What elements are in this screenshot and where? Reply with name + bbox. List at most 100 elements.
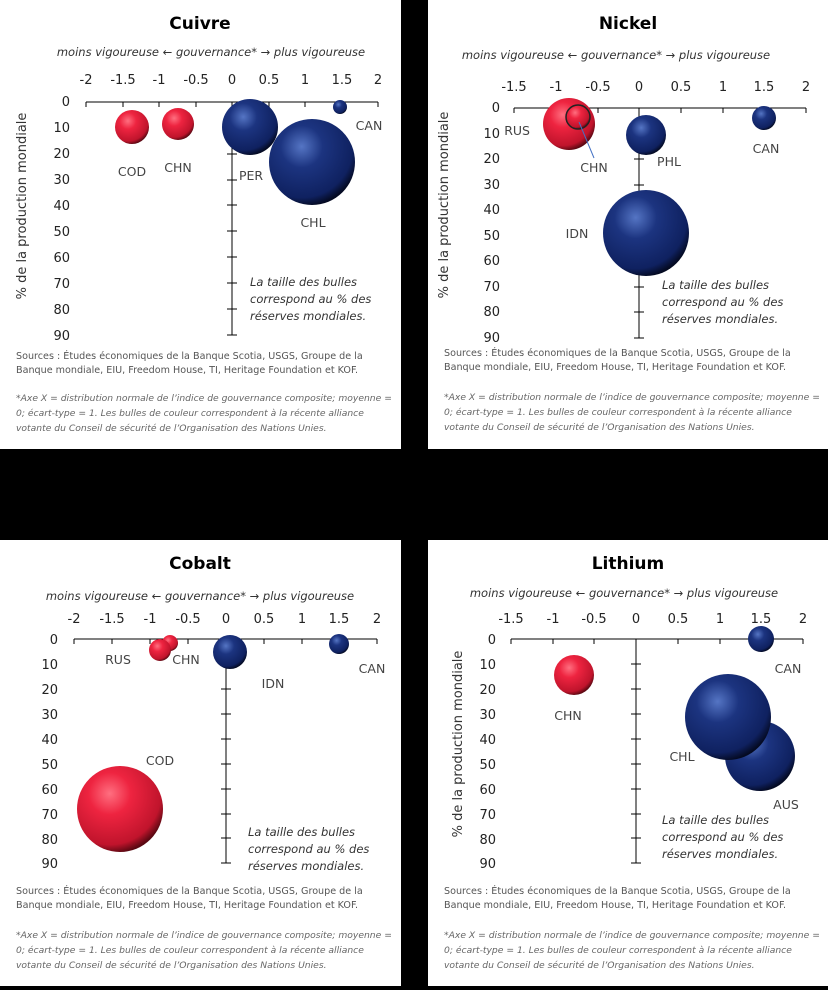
svg-text:1: 1 (719, 80, 727, 95)
bubble-phl (626, 115, 666, 155)
country-labels: CHN CAN AUS CHL (554, 661, 801, 812)
sources-text: Sources : Études économiques de la Banqu… (444, 348, 791, 373)
svg-text:50: 50 (53, 225, 70, 240)
chart-panel-lithium: Lithium moins vigoureuse ← gouvernance* … (428, 540, 828, 986)
svg-text:40: 40 (53, 199, 70, 214)
svg-text:1.5: 1.5 (754, 80, 775, 95)
chn-leader-line (578, 121, 595, 159)
bubbles (115, 99, 355, 205)
svg-text:CAN: CAN (775, 661, 802, 676)
bubble-chart-nickel: Nickel moins vigoureuse ← gouvernance* →… (437, 14, 810, 346)
svg-text:20: 20 (41, 683, 58, 698)
svg-text:10: 10 (41, 658, 58, 673)
svg-text:0: 0 (228, 73, 236, 88)
svg-text:-0.5: -0.5 (175, 612, 200, 627)
svg-text:-1: -1 (550, 80, 563, 95)
svg-text:RUS: RUS (105, 652, 131, 667)
bubble-size-note: La taille des bulles correspond au % des… (662, 813, 783, 861)
chart-title: Nickel (599, 14, 657, 34)
svg-text:0: 0 (62, 95, 70, 110)
governance-axis-label: moins vigoureuse ← gouvernance* → plus v… (46, 589, 354, 603)
svg-text:-1: -1 (144, 612, 157, 627)
svg-text:1.5: 1.5 (751, 612, 772, 627)
y-axis-label: % de la production mondiale (15, 113, 30, 300)
svg-text:La taille des bulles: La taille des bulles (662, 813, 769, 827)
svg-text:0: 0 (632, 612, 640, 627)
svg-text:0: 0 (635, 80, 643, 95)
svg-text:0: 0 (492, 101, 500, 116)
svg-text:CAN: CAN (753, 141, 780, 156)
svg-text:-1.5: -1.5 (498, 612, 523, 627)
svg-text:-2: -2 (68, 612, 81, 627)
svg-text:90: 90 (479, 857, 496, 872)
svg-text:90: 90 (483, 331, 500, 346)
svg-text:0: 0 (50, 633, 58, 648)
svg-text:2: 2 (374, 73, 382, 88)
svg-text:30: 30 (53, 173, 70, 188)
svg-text:40: 40 (41, 733, 58, 748)
chart-title: Cuivre (169, 14, 230, 34)
svg-text:0: 0 (222, 612, 230, 627)
svg-text:80: 80 (53, 303, 70, 318)
svg-text:correspond au % des: correspond au % des (248, 842, 369, 856)
svg-text:CHN: CHN (554, 708, 581, 723)
governance-axis-label: moins vigoureuse ← gouvernance* → plus v… (470, 586, 778, 600)
svg-text:correspond au % des: correspond au % des (250, 292, 371, 306)
bubble-cod (115, 110, 149, 144)
bubble-chart-lithium: Lithium moins vigoureuse ← gouvernance* … (451, 554, 807, 872)
svg-text:CAN: CAN (356, 118, 383, 133)
bubble-chn (162, 108, 194, 140)
svg-text:réserves mondiales.: réserves mondiales. (662, 847, 778, 861)
bubble-rus (149, 639, 171, 661)
svg-text:correspond au % des: correspond au % des (662, 295, 783, 309)
governance-axis-label: moins vigoureuse ← gouvernance* → plus v… (57, 45, 365, 59)
footnote-text: *Axe X = distribution normale de l’indic… (444, 392, 820, 433)
svg-text:60: 60 (41, 783, 58, 798)
bubble-cod (77, 766, 163, 852)
svg-text:40: 40 (479, 733, 496, 748)
governance-axis-label: moins vigoureuse ← gouvernance* → plus v… (462, 48, 770, 62)
svg-text:1.5: 1.5 (332, 73, 353, 88)
chart-panel-cobalt: Cobalt moins vigoureuse ← gouvernance* →… (0, 540, 401, 986)
svg-text:2: 2 (802, 80, 810, 95)
svg-text:2: 2 (799, 612, 807, 627)
chart-title: Lithium (592, 554, 665, 574)
svg-text:10: 10 (479, 658, 496, 673)
svg-text:70: 70 (53, 277, 70, 292)
svg-text:PHL: PHL (657, 154, 681, 169)
svg-text:90: 90 (41, 857, 58, 872)
svg-text:50: 50 (479, 758, 496, 773)
svg-text:-1: -1 (153, 73, 166, 88)
bubble-chn (565, 104, 591, 130)
svg-text:20: 20 (483, 152, 500, 167)
bubble-chn (554, 655, 594, 695)
svg-text:60: 60 (483, 254, 500, 269)
svg-text:30: 30 (479, 708, 496, 723)
svg-text:30: 30 (41, 708, 58, 723)
bubble-can (748, 626, 774, 652)
y-tick-labels: 0 10 20 30 40 50 60 70 80 90 (41, 633, 58, 872)
svg-text:20: 20 (479, 683, 496, 698)
country-labels: RUS CHN IDN CAN COD (105, 652, 385, 768)
svg-text:80: 80 (483, 305, 500, 320)
svg-text:10: 10 (483, 127, 500, 142)
svg-text:0.5: 0.5 (668, 612, 689, 627)
svg-text:70: 70 (483, 280, 500, 295)
sources-text: Sources : Études économiques de la Banqu… (16, 886, 363, 911)
svg-text:50: 50 (41, 758, 58, 773)
x-tick-labels: -2 -1.5 -1 -0.5 0 0.5 1 1.5 2 (68, 612, 382, 627)
bubble-size-note: La taille des bulles correspond au % des… (250, 275, 371, 323)
bubble-chart-cuivre: Cuivre moins vigoureuse ← gouvernance* →… (15, 14, 383, 344)
svg-text:La taille des bulles: La taille des bulles (250, 275, 357, 289)
svg-text:IDN: IDN (566, 226, 589, 241)
svg-text:-1.5: -1.5 (501, 80, 526, 95)
svg-text:-2: -2 (80, 73, 93, 88)
svg-text:80: 80 (479, 833, 496, 848)
svg-text:1: 1 (716, 612, 724, 627)
footnote-text: *Axe X = distribution normale de l’indic… (16, 393, 392, 434)
sources-text: Sources : Études économiques de la Banqu… (444, 886, 791, 911)
svg-text:CHL: CHL (300, 215, 325, 230)
y-tick-labels: 0 10 20 30 40 50 60 70 80 90 (479, 633, 496, 872)
svg-text:0.5: 0.5 (254, 612, 275, 627)
svg-text:réserves mondiales.: réserves mondiales. (662, 312, 778, 326)
